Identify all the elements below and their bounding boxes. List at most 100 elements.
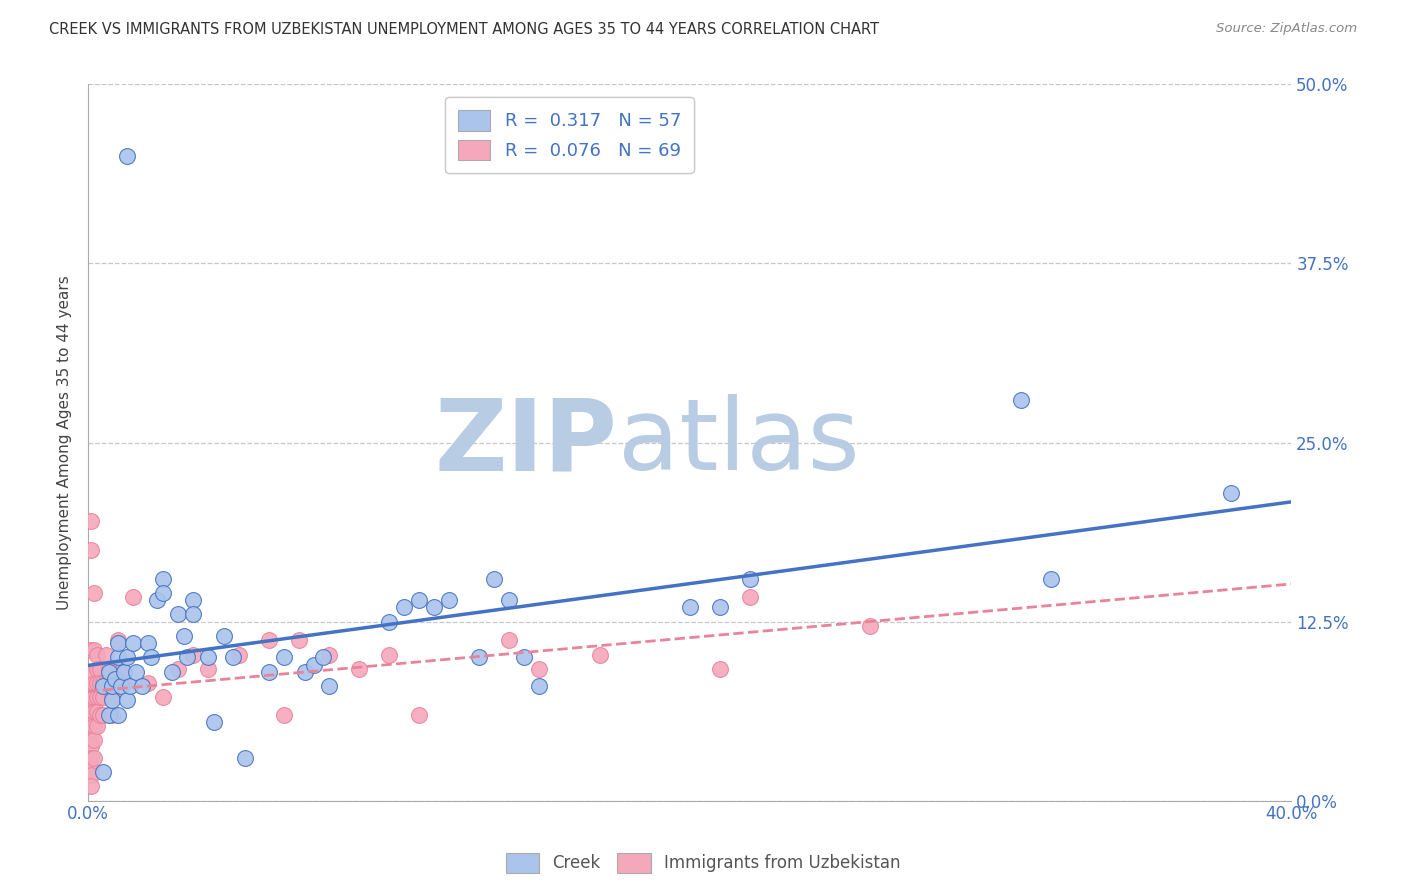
Point: [122, 591, 145, 605]
Point: [287, 633, 309, 648]
Point: [233, 750, 256, 764]
Point: [117, 650, 139, 665]
Point: [112, 665, 135, 679]
Point: [141, 650, 163, 665]
Point: [347, 662, 370, 676]
Point: [378, 648, 401, 662]
Point: [91, 764, 114, 779]
Point: [498, 593, 520, 607]
Point: [80, 768, 103, 782]
Point: [529, 662, 551, 676]
Point: [86, 662, 108, 676]
Point: [183, 648, 205, 662]
Text: ZIP: ZIP: [434, 394, 617, 491]
Point: [89, 662, 111, 676]
Point: [1010, 392, 1032, 407]
Point: [83, 719, 105, 733]
Point: [91, 690, 114, 705]
Point: [80, 686, 103, 700]
Point: [89, 676, 111, 690]
Point: [98, 665, 121, 679]
Point: [80, 543, 103, 558]
Point: [529, 679, 551, 693]
Point: [392, 600, 415, 615]
Point: [112, 676, 135, 690]
Point: [80, 679, 103, 693]
Point: [125, 665, 148, 679]
Point: [80, 739, 103, 754]
Point: [221, 650, 243, 665]
Point: [80, 733, 103, 747]
Point: [162, 665, 184, 679]
Point: [273, 650, 295, 665]
Point: [257, 633, 280, 648]
Point: [80, 705, 103, 719]
Point: [110, 665, 132, 679]
Point: [197, 650, 219, 665]
Point: [83, 733, 105, 747]
Point: [136, 676, 159, 690]
Point: [107, 633, 129, 648]
Point: [131, 679, 153, 693]
Legend: Creek, Immigrants from Uzbekistan: Creek, Immigrants from Uzbekistan: [499, 847, 907, 880]
Point: [738, 572, 761, 586]
Point: [86, 690, 108, 705]
Point: [83, 586, 105, 600]
Point: [1039, 572, 1062, 586]
Point: [80, 665, 103, 679]
Point: [146, 593, 169, 607]
Point: [167, 607, 190, 622]
Point: [86, 719, 108, 733]
Point: [498, 633, 520, 648]
Point: [91, 676, 114, 690]
Point: [312, 650, 335, 665]
Point: [117, 149, 139, 163]
Point: [468, 650, 491, 665]
Point: [98, 707, 121, 722]
Point: [152, 586, 174, 600]
Point: [183, 607, 205, 622]
Point: [89, 707, 111, 722]
Point: [80, 762, 103, 776]
Point: [302, 657, 325, 672]
Point: [80, 710, 103, 724]
Point: [423, 600, 446, 615]
Point: [80, 724, 103, 739]
Point: [709, 600, 731, 615]
Point: [212, 629, 235, 643]
Point: [80, 717, 103, 731]
Point: [86, 648, 108, 662]
Point: [408, 707, 430, 722]
Point: [80, 643, 103, 657]
Point: [98, 679, 121, 693]
Point: [101, 707, 124, 722]
Point: [96, 648, 118, 662]
Point: [197, 662, 219, 676]
Point: [859, 619, 882, 633]
Point: [1220, 485, 1243, 500]
Point: [98, 662, 121, 676]
Point: [83, 690, 105, 705]
Point: [101, 693, 124, 707]
Point: [89, 690, 111, 705]
Point: [101, 679, 124, 693]
Point: [294, 665, 316, 679]
Y-axis label: Unemployment Among Ages 35 to 44 years: Unemployment Among Ages 35 to 44 years: [58, 275, 72, 610]
Point: [679, 600, 702, 615]
Point: [176, 650, 198, 665]
Point: [183, 593, 205, 607]
Point: [107, 707, 129, 722]
Point: [96, 676, 118, 690]
Point: [80, 750, 103, 764]
Point: [83, 643, 105, 657]
Point: [86, 676, 108, 690]
Point: [122, 636, 145, 650]
Point: [709, 662, 731, 676]
Point: [83, 676, 105, 690]
Point: [738, 591, 761, 605]
Point: [318, 679, 340, 693]
Point: [83, 705, 105, 719]
Point: [104, 672, 127, 686]
Point: [173, 629, 195, 643]
Point: [257, 665, 280, 679]
